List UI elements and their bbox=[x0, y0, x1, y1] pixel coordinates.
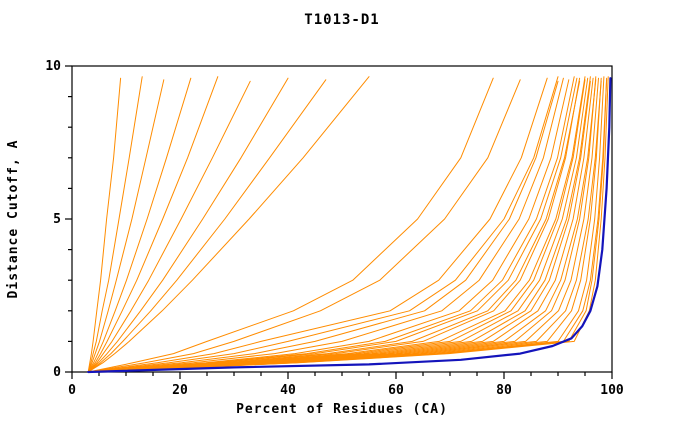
plot-frame bbox=[71, 65, 613, 373]
x-tick-label: 60 bbox=[388, 383, 404, 398]
model-curve bbox=[87, 80, 581, 373]
model-curve bbox=[87, 79, 521, 373]
model-curve bbox=[87, 77, 548, 373]
model-curve bbox=[87, 80, 251, 373]
x-axis-label: Percent of Residues (CA) bbox=[236, 402, 448, 417]
x-tick-label: 80 bbox=[496, 383, 512, 398]
model-curve bbox=[87, 77, 289, 373]
axis-tick-labels: 0 20 40 60 80 100 0 5 10 bbox=[45, 59, 624, 398]
x-tick-label: 100 bbox=[600, 383, 624, 398]
best-model-curve bbox=[87, 77, 612, 374]
model-curve bbox=[87, 76, 219, 373]
y-axis-label: Distance Cutoff, A bbox=[6, 140, 21, 299]
axis-ticks bbox=[65, 65, 613, 379]
model-curve bbox=[87, 76, 559, 373]
model-curve bbox=[87, 79, 570, 373]
model-curve bbox=[87, 76, 370, 373]
chart-title: T1013-D1 bbox=[304, 12, 379, 28]
y-tick-label: 0 bbox=[53, 365, 61, 380]
series-curves bbox=[87, 76, 612, 374]
model-curve bbox=[87, 77, 122, 373]
model-curve bbox=[87, 77, 581, 373]
model-curve bbox=[87, 79, 165, 373]
model-curve bbox=[87, 80, 559, 373]
model-curve bbox=[87, 77, 192, 373]
model-curve bbox=[87, 79, 327, 373]
model-curve bbox=[87, 77, 494, 373]
model-curve bbox=[87, 77, 564, 373]
y-tick-label: 10 bbox=[45, 59, 61, 74]
x-tick-label: 40 bbox=[280, 383, 296, 398]
y-tick-label: 5 bbox=[53, 212, 61, 227]
x-tick-label: 0 bbox=[68, 383, 76, 398]
model-curve bbox=[87, 76, 575, 373]
model-curve bbox=[87, 77, 578, 373]
model-curve bbox=[87, 76, 143, 373]
x-tick-label: 20 bbox=[172, 383, 188, 398]
